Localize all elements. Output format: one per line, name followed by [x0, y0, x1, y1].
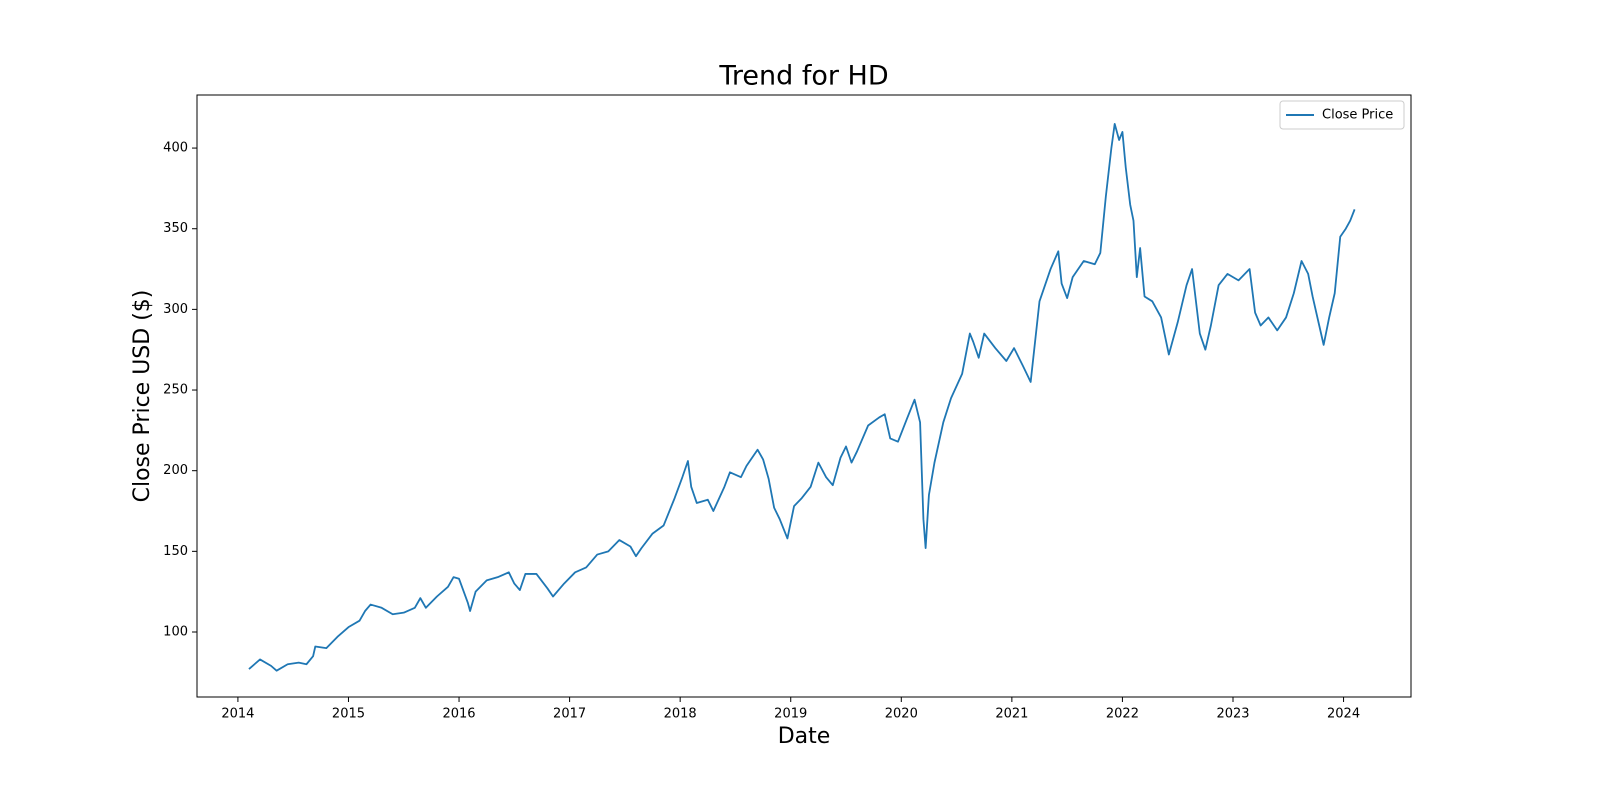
y-tick-label: 350: [163, 221, 188, 236]
y-tick-label: 400: [163, 141, 188, 156]
y-tick-label: 150: [163, 544, 188, 559]
x-tick-label: 2017: [553, 707, 586, 722]
legend-label: Close Price: [1322, 108, 1393, 123]
line-series: [248, 122, 1356, 672]
x-tick-label: 2022: [1106, 707, 1139, 722]
y-tick-label: 200: [163, 463, 188, 478]
x-tick-label: 2021: [995, 707, 1028, 722]
legend-box: [1279, 100, 1405, 130]
y-axis-label: Close Price USD ($): [130, 290, 155, 503]
x-tick-label: 2015: [332, 707, 365, 722]
x-tick-label: 2023: [1216, 707, 1249, 722]
y-tick-label: 300: [163, 302, 188, 317]
x-tick-label: 2024: [1327, 707, 1360, 722]
plot-frame: [196, 94, 1412, 698]
y-tick-label: 250: [163, 383, 188, 398]
x-tick-label: 2019: [774, 707, 807, 722]
x-tick-label: 2014: [221, 707, 254, 722]
y-tick-label: 100: [163, 624, 188, 639]
x-axis-label: Date: [778, 724, 831, 749]
chart-title: Trend for HD: [718, 61, 888, 92]
x-tick-label: 2018: [664, 707, 697, 722]
x-tick-label: 2016: [442, 707, 475, 722]
x-tick-label: 2020: [885, 707, 918, 722]
